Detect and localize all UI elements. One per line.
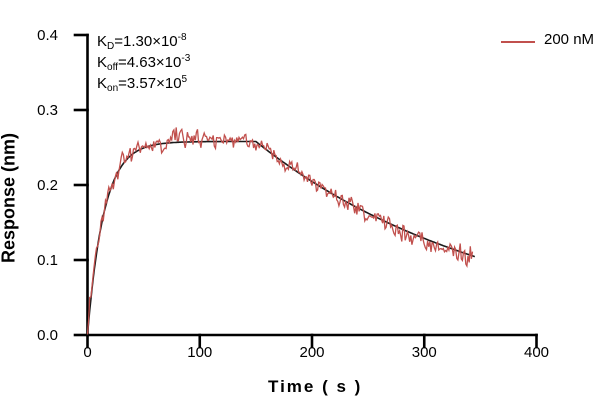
svg-text:0.0: 0.0 bbox=[37, 327, 58, 344]
svg-text:KD=1.30×10-8: KD=1.30×10-8 bbox=[97, 32, 187, 52]
svg-text:Kon=3.57×105: Kon=3.57×105 bbox=[97, 74, 188, 94]
svg-text:0.4: 0.4 bbox=[37, 27, 58, 44]
svg-text:0.3: 0.3 bbox=[37, 102, 58, 119]
svg-text:Koff=4.63×10-3: Koff=4.63×10-3 bbox=[97, 53, 191, 73]
svg-text:0.1: 0.1 bbox=[37, 252, 58, 269]
svg-text:0.2: 0.2 bbox=[37, 177, 58, 194]
